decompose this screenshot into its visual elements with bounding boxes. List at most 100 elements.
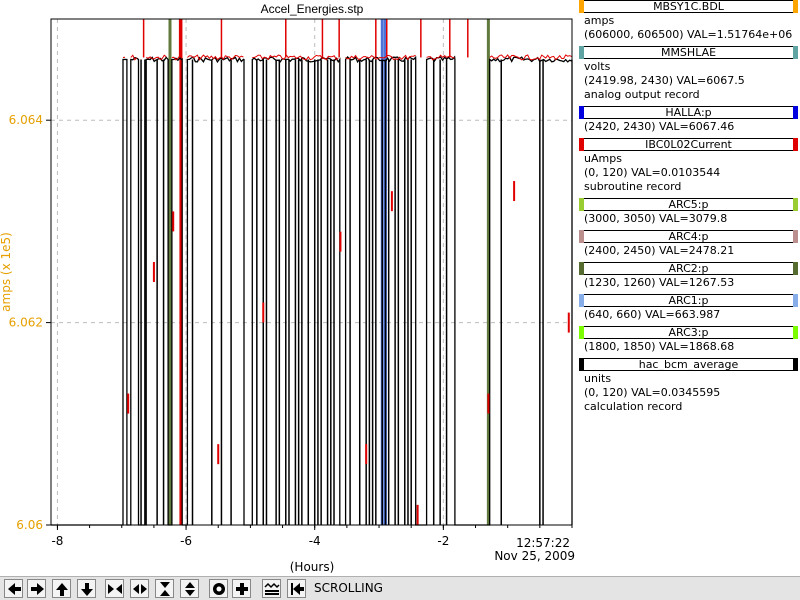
left-arrow-icon [8, 583, 21, 595]
red-series-line [345, 54, 416, 61]
legend-detail: (2400, 2450) VAL=2478.21 [584, 244, 735, 257]
x-tick-label: -8 [51, 534, 63, 548]
back-to-start-button[interactable] [287, 579, 306, 598]
red-series-line [130, 54, 138, 61]
legend-detail: (1800, 1850) VAL=1868.68 [584, 340, 735, 353]
x-axis-label: (Hours) [290, 560, 335, 574]
y-tick-label: 6.062 [9, 316, 43, 330]
legend-header[interactable]: ARC5:p [579, 198, 798, 211]
red-series-line [489, 54, 572, 61]
legend-series-name: hac_bcm_average [638, 358, 739, 371]
legend-detail: (0, 120) VAL=0.0345595 [584, 386, 721, 399]
chart-plot: Accel_Energies.stp 6.064 6.062 6.06 -8 -6 -4… [0, 2, 575, 574]
right-arrow-button[interactable] [27, 579, 46, 598]
legend-header[interactable]: hac_bcm_average [579, 358, 798, 371]
zoom-in-vertical-icon [160, 582, 170, 596]
legend-series-name: ARC4:p [668, 230, 709, 243]
zoom-in-vertical-button[interactable] [155, 579, 174, 598]
legend-header[interactable]: ARC1:p [579, 294, 798, 307]
red-series-line [252, 54, 339, 61]
circle-record-button[interactable] [209, 579, 228, 598]
legend-detail: analog output record [584, 88, 700, 101]
waveform-icon [264, 582, 280, 595]
x-axis-ticks: -8 -6 -4 -2 [51, 525, 573, 548]
zoom-out-horizontal-button[interactable] [130, 579, 149, 598]
legend-swatch [579, 198, 584, 211]
x-end-time: 12:57:22 [516, 536, 570, 550]
legend-header[interactable]: ARC3:p [579, 326, 798, 339]
zoom-out-horizontal-icon [133, 584, 147, 594]
zoom-out-vertical-button[interactable] [180, 579, 199, 598]
legend-header[interactable]: MMSHLAE [579, 46, 798, 59]
zoom-in-horizontal-icon [108, 584, 122, 594]
legend-series-name: MBSY1C.BDL [653, 0, 724, 13]
legend-series-name: IBC0L02Current [645, 138, 732, 151]
toolbar: SCROLLING [0, 576, 800, 600]
left-arrow-button[interactable] [4, 579, 23, 598]
red-series-line [146, 54, 167, 60]
plus-button[interactable] [232, 579, 251, 598]
legend-swatch [793, 358, 798, 371]
legend-swatch [579, 262, 584, 275]
x-tick-label: -6 [180, 534, 192, 548]
legend-series-name: ARC1:p [668, 294, 709, 307]
right-arrow-icon [31, 583, 44, 595]
waveform-button[interactable] [262, 579, 281, 598]
legend-swatch [579, 358, 584, 371]
grid-lines [51, 19, 572, 525]
legend-swatch [579, 326, 584, 339]
legend-detail: amps [584, 14, 615, 27]
legend-header[interactable]: MBSY1C.BDL [579, 0, 798, 13]
legend-swatch [793, 138, 798, 151]
legend-series-name: HALLA:p [665, 106, 712, 119]
legend-detail: calculation record [584, 400, 683, 413]
legend-header[interactable]: IBC0L02Current [579, 138, 798, 151]
legend-detail: (3000, 3050) VAL=3079.8 [584, 212, 728, 225]
y-tick-label: 6.064 [9, 113, 43, 127]
legend-detail: subroutine record [584, 180, 682, 193]
zoom-out-vertical-icon [185, 582, 195, 596]
zoom-in-horizontal-button[interactable] [105, 579, 124, 598]
legend-swatch [579, 138, 584, 151]
legend-detail: units [584, 372, 612, 385]
legend-series-name: ARC5:p [668, 198, 709, 211]
legend-swatch [793, 106, 798, 119]
legend-series-name: ARC3:p [668, 326, 709, 339]
series-line [51, 55, 573, 526]
legend-series-name: ARC2:p [668, 262, 709, 275]
plot-frame [50, 18, 573, 526]
chart-title: Accel_Energies.stp [261, 2, 364, 16]
legend-detail: uAmps [584, 152, 622, 165]
x-tick-label: -4 [309, 534, 321, 548]
circle-record-icon [213, 583, 225, 595]
legend-header[interactable]: HALLA:p [579, 106, 798, 119]
legend-panel: MBSY1C.BDL amps (606000, 606500) VAL=1.517… [578, 0, 800, 576]
legend-series-name: MMSHLAE [660, 46, 717, 59]
legend-swatch [793, 294, 798, 307]
legend-swatch [793, 326, 798, 339]
legend-detail: (640, 660) VAL=663.987 [584, 308, 721, 321]
legend-swatch [579, 230, 584, 243]
back-to-start-icon [291, 583, 304, 595]
red-series-line [187, 54, 244, 61]
legend-header[interactable]: ARC4:p [579, 230, 798, 243]
legend-swatch [793, 0, 798, 13]
x-tick-label: -2 [437, 534, 449, 548]
up-arrow-icon [56, 583, 68, 596]
legend-swatch [793, 46, 798, 59]
plus-icon [236, 583, 248, 595]
legend-swatch [579, 46, 584, 59]
y-tick-label: 6.06 [16, 518, 43, 532]
down-arrow-button[interactable] [77, 579, 96, 598]
legend-detail: (606000, 606500) VAL=1.51764e+06 [584, 28, 793, 41]
legend-detail: (0, 120) VAL=0.0103544 [584, 166, 721, 179]
down-arrow-icon [81, 583, 93, 596]
y-axis-label: amps (x 1e5) [0, 232, 13, 312]
legend-swatch [793, 262, 798, 275]
legend-swatch [579, 106, 584, 119]
y-axis-ticks: 6.064 6.062 6.06 [9, 113, 51, 532]
legend-detail: (2420, 2430) VAL=6067.46 [584, 120, 735, 133]
up-arrow-button[interactable] [52, 579, 71, 598]
legend-header[interactable]: ARC2:p [579, 262, 798, 275]
status-text: SCROLLING [314, 581, 383, 595]
